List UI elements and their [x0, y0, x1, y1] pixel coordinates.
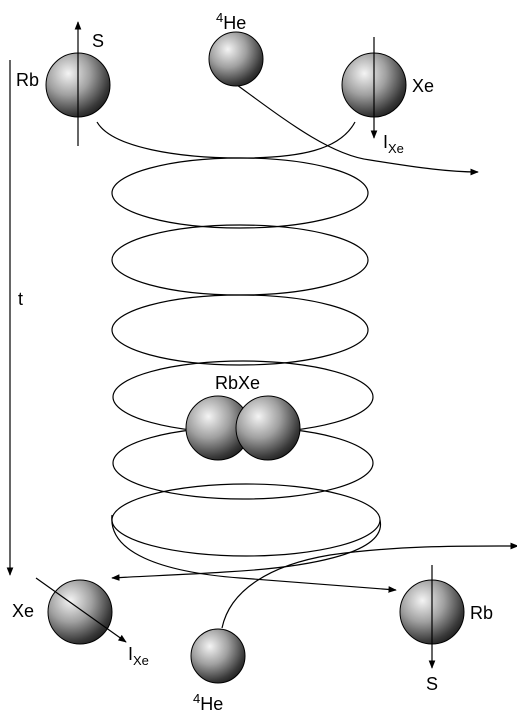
- time-label: t: [18, 289, 23, 309]
- orbit-loop: [111, 157, 369, 229]
- rubidium-label: Rb: [470, 603, 493, 623]
- helium-outgoing-trajectory: [221, 542, 517, 629]
- helium-label: 4He: [193, 691, 223, 714]
- xenon-atom-final: Xe IXe: [12, 577, 149, 668]
- rb-exit-path: [111, 514, 397, 593]
- spin-i-arrow: [35, 577, 127, 643]
- helium-atom-initial: 4He: [208, 10, 264, 87]
- spin-s-label: S: [92, 31, 104, 51]
- helium-incoming-trajectory: [236, 84, 479, 176]
- orbit-loop: [111, 483, 381, 557]
- xenon-label: Xe: [12, 601, 34, 621]
- rubidium-atom-initial: S Rb: [16, 21, 111, 146]
- helium-atom-final: 4He: [190, 628, 246, 714]
- spin-i-label: IXe: [383, 132, 404, 156]
- helium-sphere: [208, 31, 264, 87]
- helium-sphere: [190, 628, 246, 684]
- orbit-loop: [111, 294, 369, 366]
- xenon-sphere: [235, 395, 301, 461]
- rubidium-atom-final: Rb S: [399, 565, 493, 694]
- trajectories: [96, 84, 517, 629]
- spin-i-label: IXe: [128, 644, 149, 668]
- orbit-loop: [111, 224, 369, 296]
- xenon-atom-initial: Xe IXe: [341, 37, 434, 156]
- helium-label: 4He: [216, 10, 246, 33]
- spin-s-label: S: [426, 674, 438, 694]
- spiral-orbit: [111, 157, 381, 557]
- rbxe-molecule: RbXe: [185, 373, 301, 461]
- xe-exit-path: [111, 519, 381, 581]
- xenon-sphere: [47, 579, 113, 645]
- molecule-label: RbXe: [215, 373, 260, 393]
- rubidium-label: Rb: [16, 70, 39, 90]
- xenon-label: Xe: [412, 76, 434, 96]
